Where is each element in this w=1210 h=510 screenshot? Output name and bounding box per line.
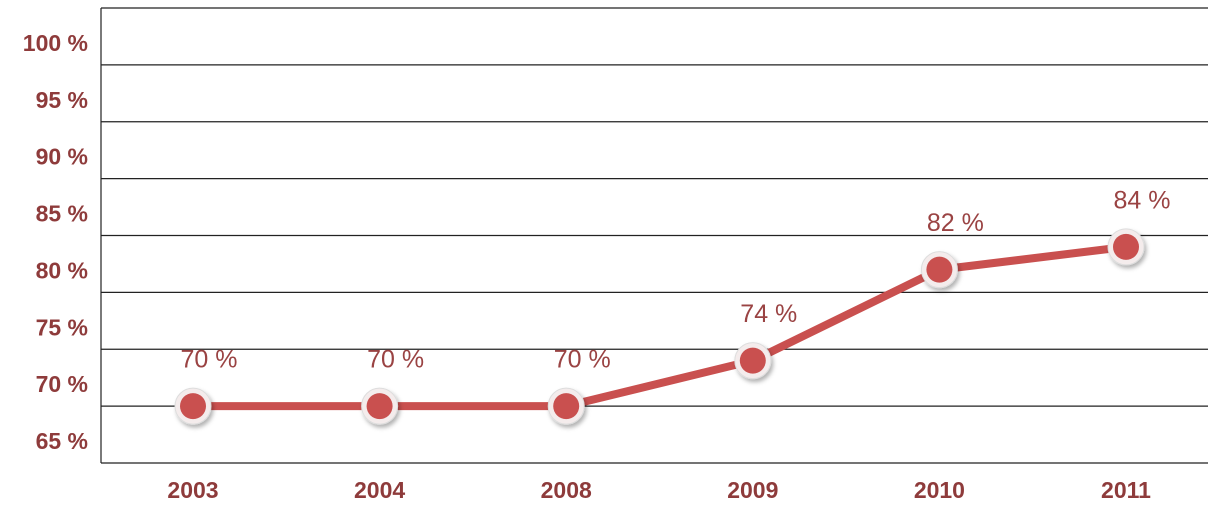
marker xyxy=(180,393,206,420)
data-label: 74 % xyxy=(740,300,797,328)
data-label: 70 % xyxy=(554,346,611,374)
x-tick-label: 2003 xyxy=(167,477,218,503)
y-tick-label: 65 % xyxy=(36,428,88,454)
y-tick-label: 70 % xyxy=(36,371,88,397)
x-tick-label: 2009 xyxy=(727,477,778,503)
data-label: 82 % xyxy=(927,209,984,237)
marker xyxy=(739,347,766,374)
x-tick-label: 2010 xyxy=(914,477,965,503)
y-tick-label: 95 % xyxy=(36,87,88,113)
marker xyxy=(926,256,953,283)
marker xyxy=(553,393,580,420)
y-tick-label: 75 % xyxy=(36,314,88,340)
marker xyxy=(1113,233,1139,260)
y-tick-label: 80 % xyxy=(36,257,88,283)
y-tick-label: 85 % xyxy=(36,201,88,227)
marker xyxy=(366,393,393,420)
data-label: 70 % xyxy=(367,346,424,374)
x-tick-label: 2004 xyxy=(354,477,405,503)
x-tick-label: 2011 xyxy=(1101,477,1151,503)
y-tick-label: 100 % xyxy=(23,30,88,56)
data-label: 70 % xyxy=(181,346,238,374)
line xyxy=(193,242,1127,411)
data-label: 84 % xyxy=(1114,186,1171,214)
y-tick-label: 90 % xyxy=(36,144,88,170)
x-tick-label: 2008 xyxy=(541,477,592,503)
